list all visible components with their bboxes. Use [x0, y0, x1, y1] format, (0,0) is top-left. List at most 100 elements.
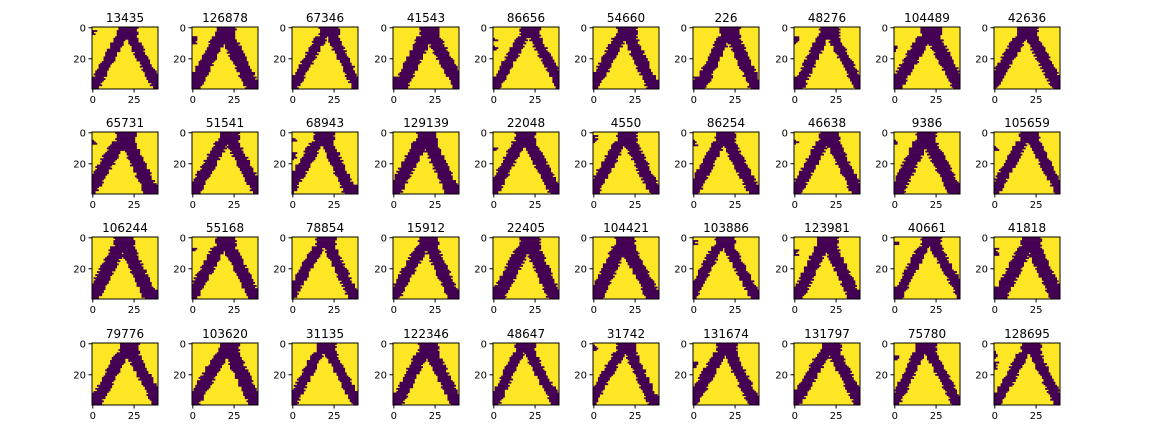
letter-shape — [994, 132, 1061, 195]
x-tick-label: 25 — [729, 95, 742, 106]
x-tick-label: 25 — [729, 411, 742, 422]
x-tick-label: 25 — [629, 305, 642, 316]
y-tick-label: 20 — [674, 264, 687, 275]
y-tick-label: 0 — [481, 339, 487, 350]
panel-title: 104489 — [904, 11, 950, 25]
panel-54660: 54660 0 25 0 20 — [574, 11, 660, 106]
panel-79776: 79776 0 25 0 20 — [73, 327, 159, 422]
y-tick-label: 0 — [681, 339, 687, 350]
y-tick-label: 0 — [180, 233, 186, 244]
panel-title: 129139 — [403, 116, 449, 130]
y-tick-label: 0 — [280, 23, 286, 34]
y-tick-label: 0 — [80, 128, 86, 139]
x-tick-label: 25 — [930, 200, 943, 211]
y-tick-label: 0 — [982, 128, 988, 139]
panel-123981: 123981 0 25 0 20 — [775, 221, 861, 316]
panel-title: 126878 — [202, 11, 248, 25]
y-tick-label: 20 — [73, 264, 86, 275]
panel-129139: 129139 0 25 0 20 — [374, 116, 460, 211]
x-tick-label: 25 — [729, 305, 742, 316]
y-tick-label: 0 — [982, 339, 988, 350]
letter-shape — [894, 132, 961, 195]
x-tick-label: 25 — [228, 305, 241, 316]
x-tick-label: 0 — [691, 200, 697, 211]
letter-shape — [92, 237, 159, 300]
x-tick-label: 0 — [491, 200, 497, 211]
panel-frame — [893, 26, 961, 90]
y-tick-label: 20 — [73, 159, 86, 170]
panel-68943: 68943 0 25 0 20 — [273, 116, 359, 211]
letter-shape — [693, 343, 760, 406]
x-tick-label: 0 — [992, 305, 998, 316]
panel-title: 128695 — [1004, 327, 1050, 341]
letter-shape — [794, 237, 861, 300]
y-tick-label: 0 — [882, 23, 888, 34]
x-tick-label: 25 — [128, 95, 141, 106]
panel-65731: 65731 0 25 0 20 — [73, 116, 159, 211]
y-tick-label: 20 — [273, 264, 286, 275]
letter-shape — [393, 132, 460, 195]
y-tick-label: 20 — [73, 370, 86, 381]
x-tick-label: 0 — [992, 200, 998, 211]
y-tick-label: 0 — [80, 23, 86, 34]
panel-46638: 46638 0 25 0 20 — [775, 116, 861, 211]
panel-frame — [793, 131, 861, 195]
panel-frame — [592, 26, 660, 90]
y-tick-label: 20 — [674, 159, 687, 170]
letter-shape — [593, 343, 660, 406]
x-tick-label: 0 — [190, 95, 196, 106]
panel-frame — [91, 131, 159, 195]
letter-shape — [292, 343, 359, 406]
x-tick-label: 25 — [930, 305, 943, 316]
panel-226: 226 0 25 0 20 — [674, 11, 760, 106]
panel-title: 55168 — [206, 221, 244, 235]
letter-shape — [894, 237, 961, 300]
panel-51541: 51541 0 25 0 20 — [173, 116, 259, 211]
letter-shape — [493, 237, 560, 300]
y-tick-label: 0 — [481, 128, 487, 139]
y-tick-label: 20 — [173, 54, 186, 65]
x-tick-label: 25 — [729, 200, 742, 211]
y-tick-label: 0 — [481, 233, 487, 244]
panel-frame — [91, 236, 159, 300]
panel-78854: 78854 0 25 0 20 — [273, 221, 359, 316]
panel-31135: 31135 0 25 0 20 — [273, 327, 359, 422]
x-tick-label: 25 — [228, 95, 241, 106]
letter-shape — [493, 343, 560, 406]
panel-title: 31742 — [607, 327, 645, 341]
x-tick-label: 25 — [429, 200, 442, 211]
x-tick-label: 0 — [992, 95, 998, 106]
panel-frame — [191, 236, 259, 300]
panel-55168: 55168 0 25 0 20 — [173, 221, 259, 316]
panel-9386: 9386 0 25 0 20 — [875, 116, 961, 211]
y-tick-label: 20 — [875, 54, 888, 65]
letter-shape — [794, 27, 861, 90]
letter-shape — [393, 343, 460, 406]
panel-126878: 126878 0 25 0 20 — [173, 11, 259, 106]
panel-frame — [993, 131, 1061, 195]
y-tick-label: 20 — [875, 370, 888, 381]
panel-title: 41818 — [1008, 221, 1046, 235]
y-tick-label: 0 — [381, 128, 387, 139]
y-tick-label: 20 — [875, 264, 888, 275]
panel-title: 131674 — [703, 327, 749, 341]
y-tick-label: 20 — [374, 264, 387, 275]
y-tick-label: 20 — [273, 370, 286, 381]
letter-shape — [794, 343, 861, 406]
y-tick-label: 0 — [782, 23, 788, 34]
panel-title: 226 — [715, 11, 738, 25]
y-tick-label: 20 — [474, 264, 487, 275]
x-tick-label: 0 — [491, 95, 497, 106]
x-tick-label: 25 — [1030, 305, 1043, 316]
x-tick-label: 25 — [128, 200, 141, 211]
letter-shape — [192, 132, 259, 195]
x-tick-label: 0 — [190, 411, 196, 422]
y-tick-label: 0 — [80, 233, 86, 244]
y-tick-label: 0 — [581, 128, 587, 139]
panel-frame — [392, 236, 460, 300]
x-tick-label: 0 — [391, 411, 397, 422]
y-tick-label: 0 — [782, 233, 788, 244]
panel-frame — [492, 342, 560, 406]
y-tick-label: 20 — [73, 54, 86, 65]
y-tick-label: 20 — [975, 264, 988, 275]
